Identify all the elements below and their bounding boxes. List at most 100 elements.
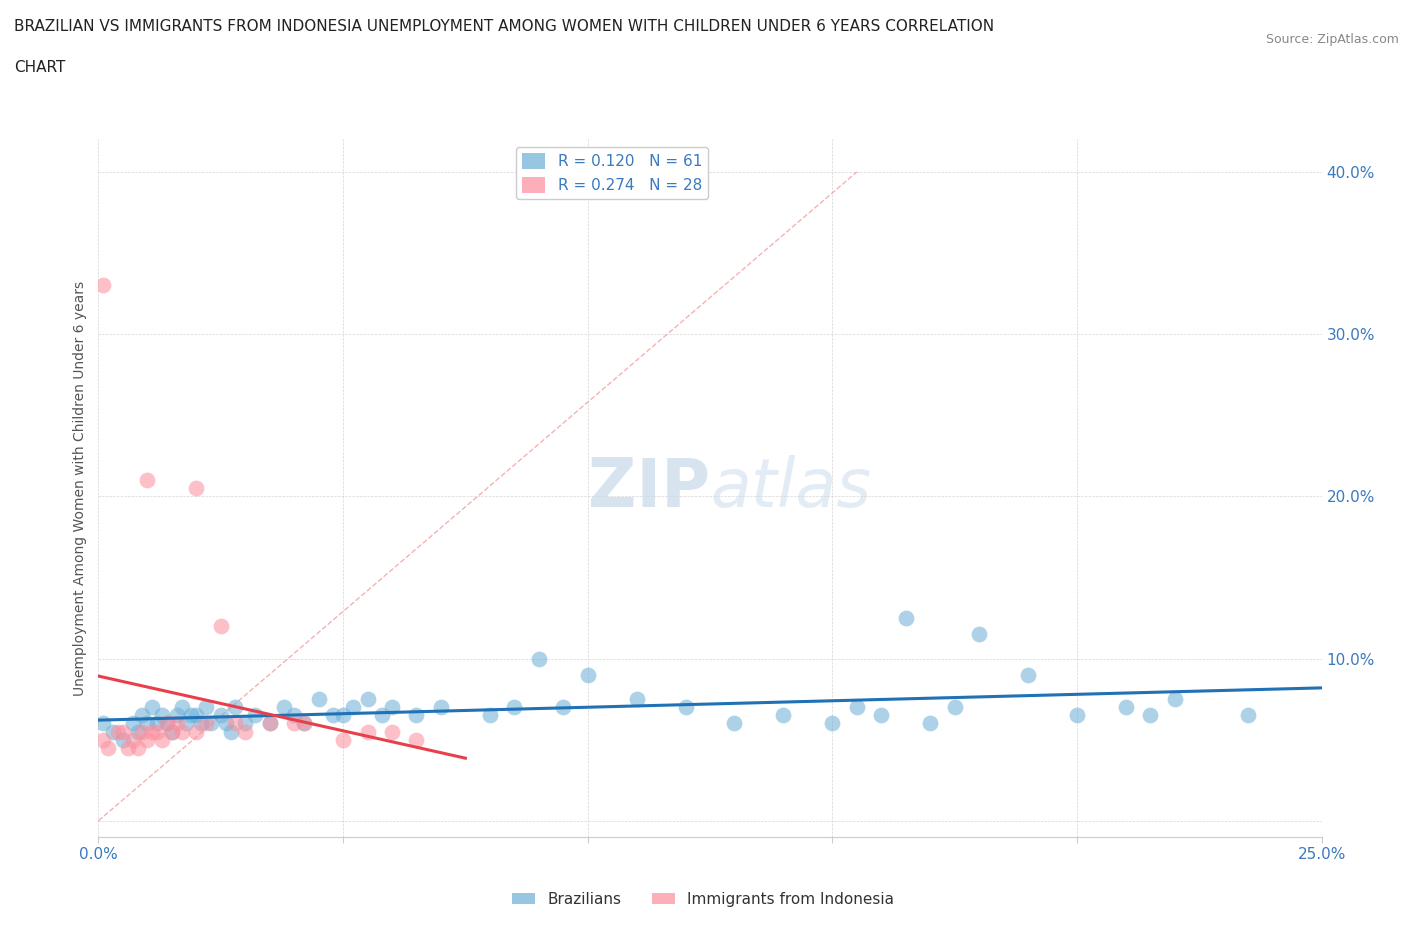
Point bbox=[200, 716, 222, 731]
Point bbox=[186, 708, 208, 723]
Point bbox=[156, 716, 179, 731]
Point bbox=[356, 724, 378, 739]
Point bbox=[127, 724, 149, 739]
Point bbox=[190, 716, 212, 731]
Point bbox=[322, 708, 344, 723]
Text: atlas: atlas bbox=[710, 456, 872, 521]
Point bbox=[967, 627, 990, 642]
Point bbox=[478, 708, 501, 723]
Point bbox=[101, 724, 124, 739]
Point bbox=[195, 699, 218, 714]
Point bbox=[150, 708, 173, 723]
Point bbox=[772, 708, 794, 723]
Point bbox=[920, 716, 942, 731]
Point bbox=[170, 699, 193, 714]
Point bbox=[1017, 668, 1039, 683]
Point bbox=[107, 724, 129, 739]
Point bbox=[160, 724, 183, 739]
Point bbox=[943, 699, 966, 714]
Text: Source: ZipAtlas.com: Source: ZipAtlas.com bbox=[1265, 33, 1399, 46]
Point bbox=[131, 724, 153, 739]
Point bbox=[224, 716, 246, 731]
Point bbox=[1115, 699, 1137, 714]
Point bbox=[233, 716, 256, 731]
Point bbox=[224, 699, 246, 714]
Y-axis label: Unemployment Among Women with Children Under 6 years: Unemployment Among Women with Children U… bbox=[73, 281, 87, 696]
Point bbox=[91, 278, 114, 293]
Point bbox=[503, 699, 526, 714]
Point bbox=[405, 732, 427, 747]
Point bbox=[576, 668, 599, 683]
Point bbox=[219, 724, 242, 739]
Point bbox=[283, 708, 305, 723]
Point bbox=[91, 716, 114, 731]
Point bbox=[371, 708, 394, 723]
Point bbox=[381, 699, 404, 714]
Point bbox=[186, 481, 208, 496]
Point bbox=[136, 472, 159, 487]
Point bbox=[821, 716, 844, 731]
Point bbox=[273, 699, 295, 714]
Point bbox=[430, 699, 453, 714]
Point bbox=[209, 708, 232, 723]
Point bbox=[342, 699, 364, 714]
Point bbox=[186, 724, 208, 739]
Point bbox=[332, 732, 354, 747]
Point bbox=[845, 699, 868, 714]
Point bbox=[292, 716, 315, 731]
Point bbox=[121, 716, 143, 731]
Point bbox=[870, 708, 893, 723]
Point bbox=[209, 618, 232, 633]
Point bbox=[233, 724, 256, 739]
Point bbox=[381, 724, 404, 739]
Point bbox=[214, 716, 236, 731]
Point bbox=[356, 692, 378, 707]
Point bbox=[1066, 708, 1088, 723]
Text: CHART: CHART bbox=[14, 60, 66, 75]
Point bbox=[127, 740, 149, 755]
Point bbox=[894, 611, 917, 626]
Point bbox=[111, 724, 134, 739]
Point bbox=[166, 708, 188, 723]
Point bbox=[91, 732, 114, 747]
Point bbox=[527, 651, 550, 666]
Point bbox=[117, 740, 139, 755]
Point bbox=[675, 699, 697, 714]
Point bbox=[136, 732, 159, 747]
Point bbox=[166, 716, 188, 731]
Point bbox=[131, 708, 153, 723]
Point bbox=[146, 724, 169, 739]
Point bbox=[170, 724, 193, 739]
Point bbox=[150, 732, 173, 747]
Point bbox=[292, 716, 315, 731]
Point bbox=[121, 732, 143, 747]
Point bbox=[1237, 708, 1260, 723]
Point bbox=[243, 708, 266, 723]
Point bbox=[97, 740, 120, 755]
Point bbox=[1164, 692, 1187, 707]
Point bbox=[141, 699, 163, 714]
Point bbox=[160, 724, 183, 739]
Point bbox=[553, 699, 575, 714]
Point bbox=[141, 724, 163, 739]
Point bbox=[111, 732, 134, 747]
Point bbox=[156, 716, 179, 731]
Point bbox=[1139, 708, 1161, 723]
Point bbox=[723, 716, 745, 731]
Point bbox=[176, 716, 198, 731]
Point bbox=[259, 716, 281, 731]
Point bbox=[180, 708, 202, 723]
Text: ZIP: ZIP bbox=[588, 456, 710, 521]
Point bbox=[332, 708, 354, 723]
Point bbox=[146, 716, 169, 731]
Point bbox=[136, 716, 159, 731]
Point bbox=[405, 708, 427, 723]
Point bbox=[626, 692, 648, 707]
Point bbox=[308, 692, 330, 707]
Point bbox=[195, 716, 218, 731]
Legend: R = 0.120   N = 61, R = 0.274   N = 28: R = 0.120 N = 61, R = 0.274 N = 28 bbox=[516, 147, 709, 199]
Point bbox=[259, 716, 281, 731]
Text: BRAZILIAN VS IMMIGRANTS FROM INDONESIA UNEMPLOYMENT AMONG WOMEN WITH CHILDREN UN: BRAZILIAN VS IMMIGRANTS FROM INDONESIA U… bbox=[14, 19, 994, 33]
Point bbox=[283, 716, 305, 731]
Legend: Brazilians, Immigrants from Indonesia: Brazilians, Immigrants from Indonesia bbox=[506, 886, 900, 913]
